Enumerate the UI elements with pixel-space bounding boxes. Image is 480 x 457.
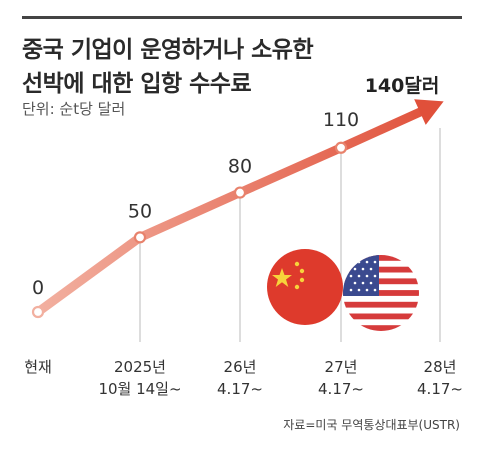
value-label: 140달러 [365, 75, 440, 97]
top-rule [22, 16, 462, 19]
tick-label: 10월 14일~ [98, 380, 181, 398]
usa-flag-icon [343, 255, 419, 331]
tick-label: 4.17~ [217, 380, 263, 398]
data-point [31, 305, 45, 319]
source-note: 자료=미국 무역통상대표부(USTR) [283, 418, 460, 432]
chart-title-line2: 선박에 대한 입항 수수료 [22, 71, 252, 97]
tick-label: 현재 [24, 358, 52, 376]
tick-label: 28년 [424, 358, 457, 376]
arrowhead-mark [414, 99, 444, 125]
value-label: 0 [32, 277, 44, 299]
value-label: 110 [323, 109, 359, 131]
tick-label: 4.17~ [417, 380, 463, 398]
tick-label: 26년 [224, 358, 257, 376]
data-point [334, 141, 348, 154]
tick-label: 2025년 [114, 358, 166, 376]
value-label: 50 [128, 200, 152, 222]
value-label: 80 [228, 156, 252, 178]
china-flag-icon [267, 249, 343, 325]
data-point [133, 231, 147, 244]
data-point [233, 186, 247, 199]
tick-label: 4.17~ [318, 380, 364, 398]
chart-title-line1: 중국 기업이 운영하거나 소유한 [22, 37, 314, 63]
unit-label: 단위: 순t당 달러 [22, 100, 126, 118]
tick-label: 27년 [325, 358, 358, 376]
